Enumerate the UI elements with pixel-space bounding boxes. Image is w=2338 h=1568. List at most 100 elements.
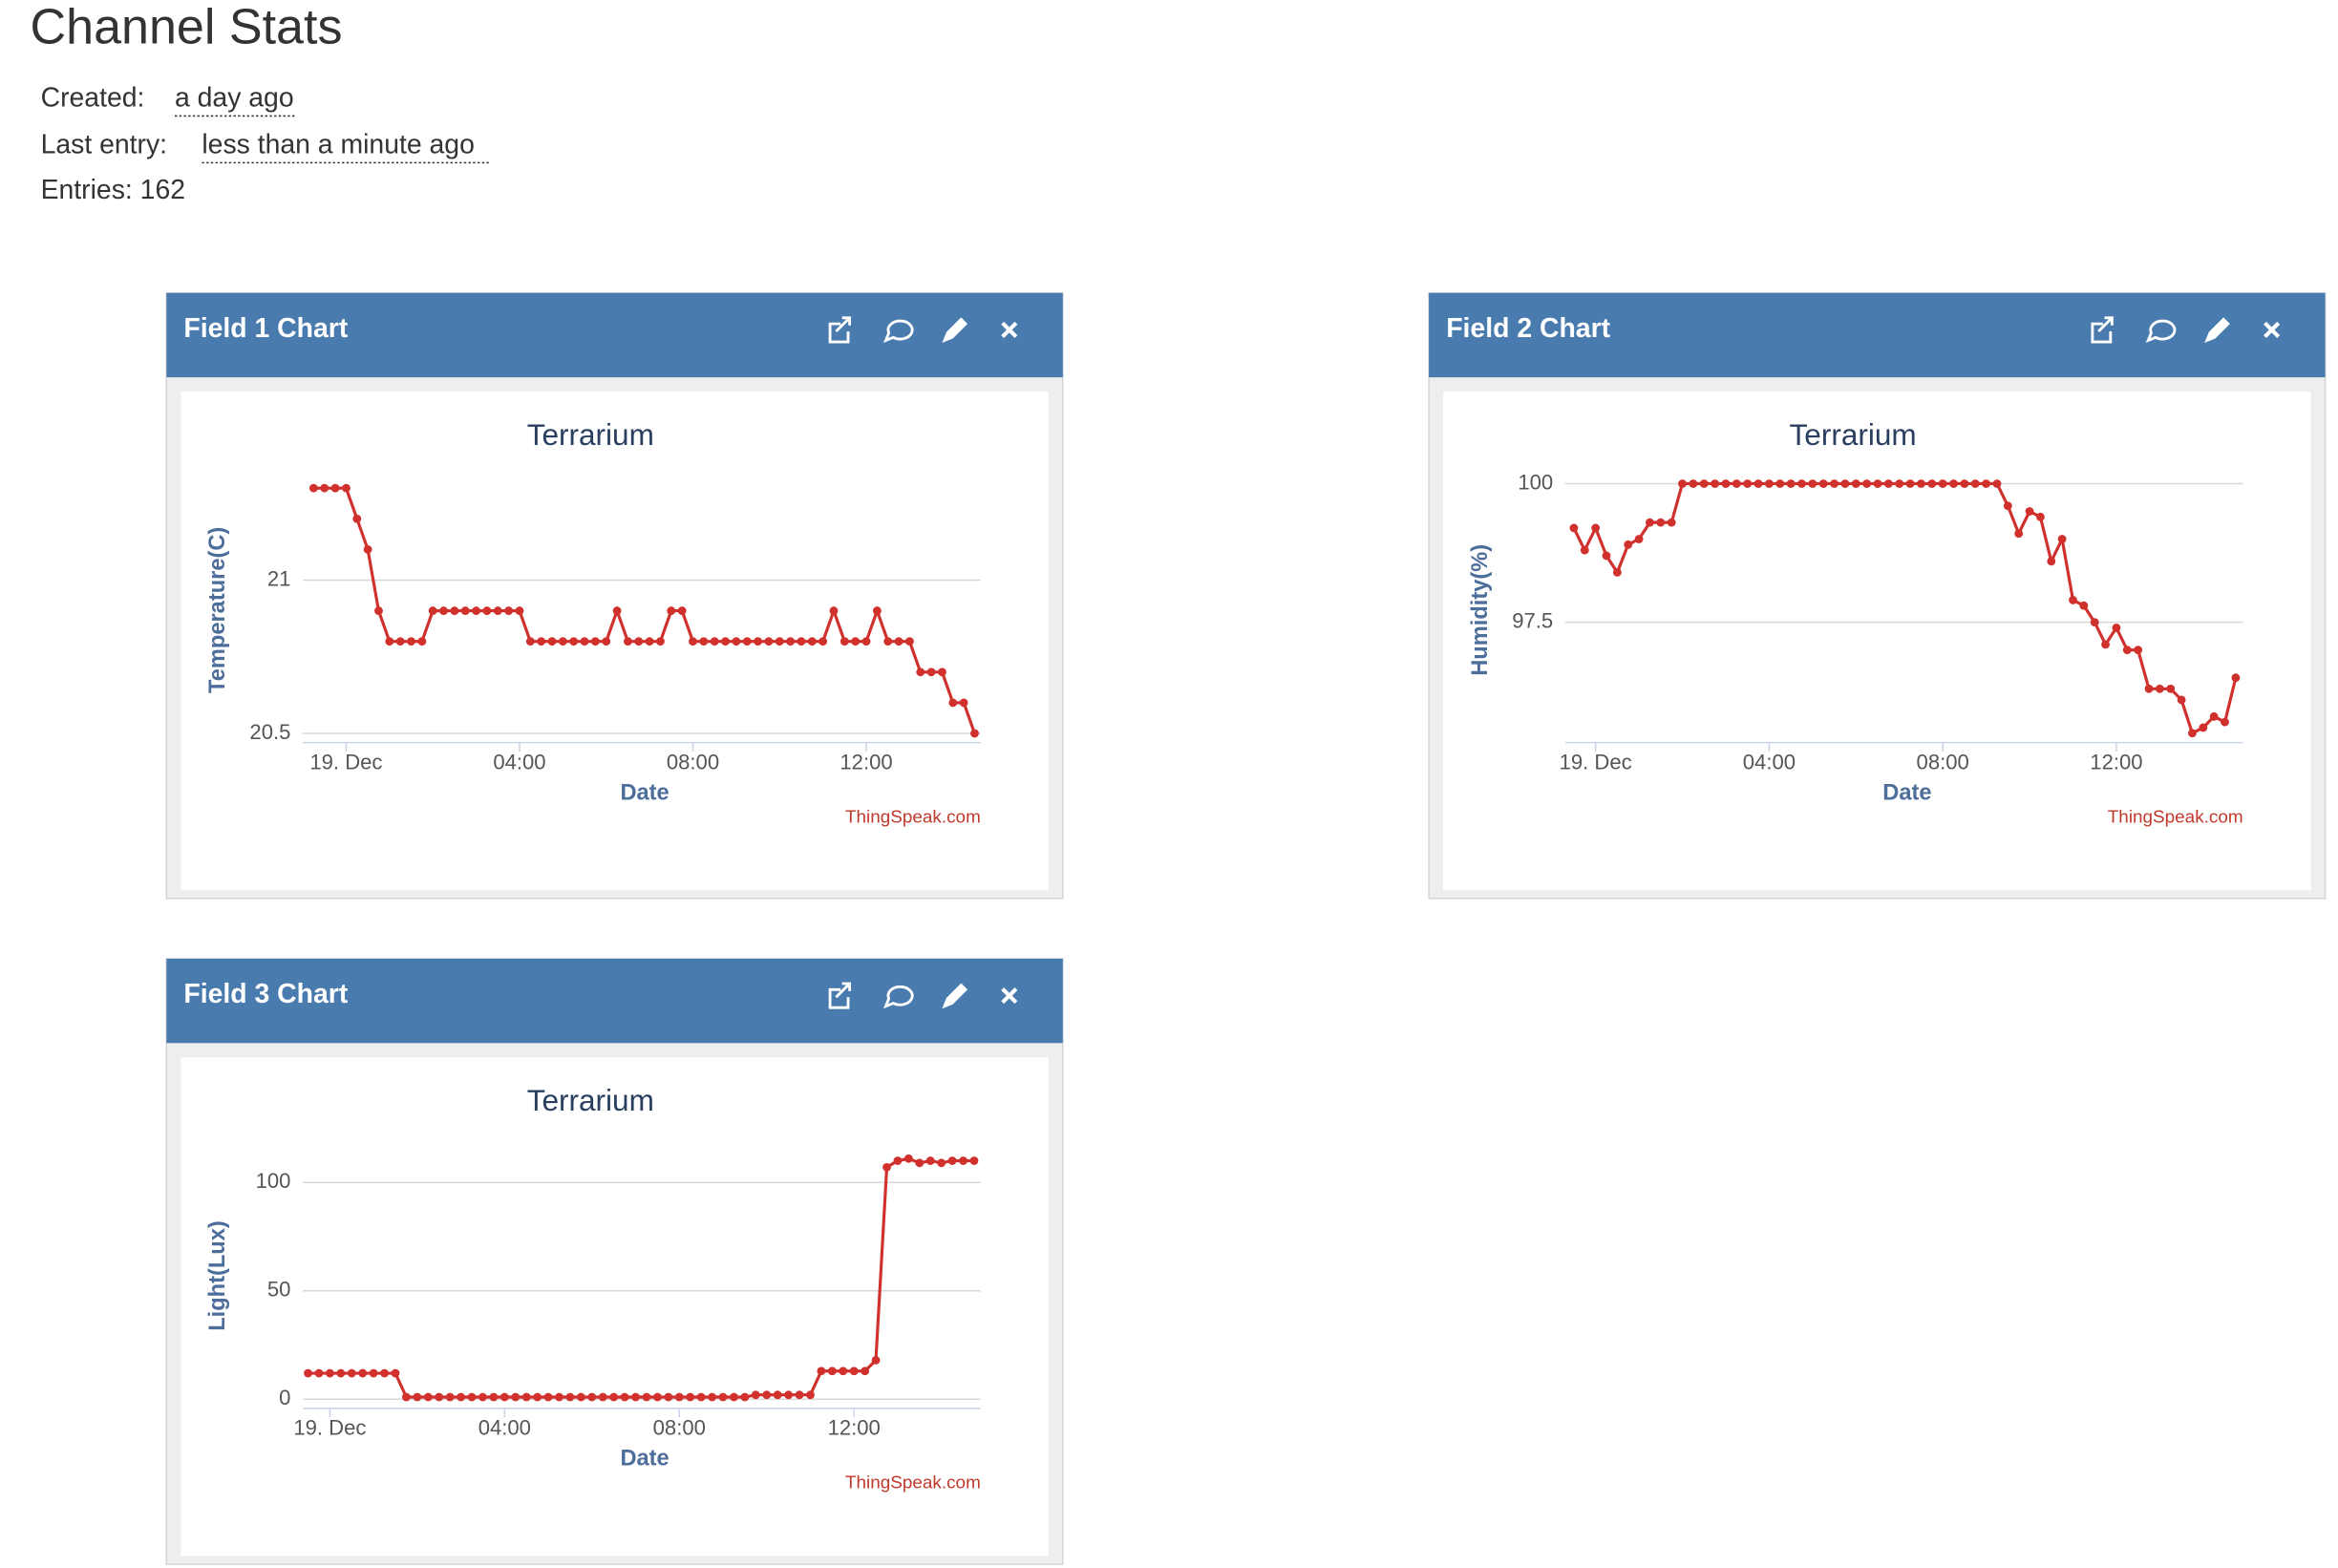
data-point (417, 637, 427, 646)
data-point (395, 637, 405, 646)
data-point (543, 1392, 553, 1402)
data-point (1927, 479, 1937, 488)
data-point (1960, 479, 1969, 488)
data-point (817, 1367, 826, 1376)
data-point (515, 606, 524, 615)
data-point (2177, 695, 2186, 705)
data-point (1569, 523, 1579, 533)
y-tick-label: 0 (279, 1386, 290, 1409)
data-point (363, 544, 372, 554)
data-point (2079, 601, 2089, 610)
data-point (1873, 479, 1882, 488)
comment-icon[interactable] (882, 985, 914, 1009)
data-point (894, 637, 903, 646)
data-point (1808, 479, 1817, 488)
data-point (2036, 512, 2045, 521)
data-point (642, 1392, 651, 1402)
data-point (533, 1392, 542, 1402)
data-point (1970, 479, 1980, 488)
data-point (773, 1390, 782, 1400)
data-point (478, 1392, 487, 1402)
data-point (1646, 518, 1654, 527)
data-point (1905, 479, 1915, 488)
data-point (439, 606, 448, 615)
close-icon[interactable] (1001, 321, 1018, 338)
x-tick-label: 12:00 (828, 1416, 881, 1440)
data-point (489, 1392, 499, 1402)
data-point (840, 637, 849, 646)
data-point (631, 1392, 640, 1402)
open-icon[interactable] (828, 316, 852, 344)
comment-icon[interactable] (2145, 319, 2177, 344)
data-point (959, 1156, 967, 1165)
data-point (521, 1392, 531, 1402)
x-tick-label: 04:00 (478, 1416, 531, 1440)
data-point (2101, 640, 2110, 649)
x-axis-label: Date (620, 1447, 669, 1472)
data-point (829, 606, 839, 615)
data-point (304, 1368, 312, 1378)
data-point (708, 1392, 716, 1402)
data-point (1754, 479, 1763, 488)
data-point (504, 606, 514, 615)
data-point (664, 1392, 673, 1402)
page-title: Channel Stats (31, 0, 343, 54)
comment-icon[interactable] (882, 319, 914, 344)
data-point (525, 637, 535, 646)
data-point (2221, 717, 2229, 727)
data-point (2112, 624, 2121, 632)
x-tick-label: 04:00 (493, 751, 545, 774)
data-point (391, 1368, 400, 1378)
data-point (904, 637, 914, 646)
data-point (947, 1156, 957, 1165)
data-point (2209, 711, 2219, 721)
data-point (970, 729, 979, 738)
y-axis-label: Light(Lux) (205, 1220, 230, 1331)
data-point (576, 1392, 585, 1402)
credit[interactable]: ThingSpeak.com (845, 807, 981, 827)
y-tick-label: 20.5 (249, 720, 290, 744)
data-point (2090, 618, 2099, 627)
data-point (721, 637, 730, 646)
data-point (686, 1392, 695, 1402)
data-point (620, 1392, 629, 1402)
edit-icon[interactable] (942, 317, 968, 344)
data-point (342, 483, 351, 493)
data-point (511, 1392, 521, 1402)
data-point (493, 606, 502, 615)
edit-icon[interactable] (942, 983, 968, 1009)
credit[interactable]: ThingSpeak.com (2108, 807, 2243, 827)
data-point (2069, 595, 2077, 604)
data-point (751, 1390, 760, 1400)
y-tick-label: 100 (256, 1169, 291, 1193)
data-point (537, 637, 546, 646)
panel-title: Field 1 Chart (183, 313, 348, 344)
x-tick-label: 19. Dec (1560, 751, 1632, 774)
data-point (689, 637, 697, 646)
data-point (730, 1392, 738, 1402)
data-point (2144, 684, 2154, 693)
data-point (460, 606, 470, 615)
close-icon[interactable] (2264, 321, 2281, 338)
data-point (450, 606, 459, 615)
data-point (385, 637, 394, 646)
data-point (742, 637, 752, 646)
open-icon[interactable] (828, 982, 852, 1009)
close-icon[interactable] (1001, 987, 1018, 1005)
data-point (565, 1392, 575, 1402)
data-point (784, 1390, 794, 1400)
data-point (674, 1392, 684, 1402)
data-point (1743, 479, 1753, 488)
data-point (2134, 646, 2143, 655)
data-point (1689, 479, 1698, 488)
edit-icon[interactable] (2204, 317, 2230, 344)
data-point (336, 1368, 346, 1378)
data-point (677, 606, 687, 615)
panel-title: Field 3 Chart (183, 979, 348, 1009)
data-point (374, 606, 383, 615)
open-icon[interactable] (2091, 316, 2114, 344)
data-point (587, 1392, 597, 1402)
data-point (1840, 479, 1850, 488)
credit[interactable]: ThingSpeak.com (845, 1473, 981, 1494)
